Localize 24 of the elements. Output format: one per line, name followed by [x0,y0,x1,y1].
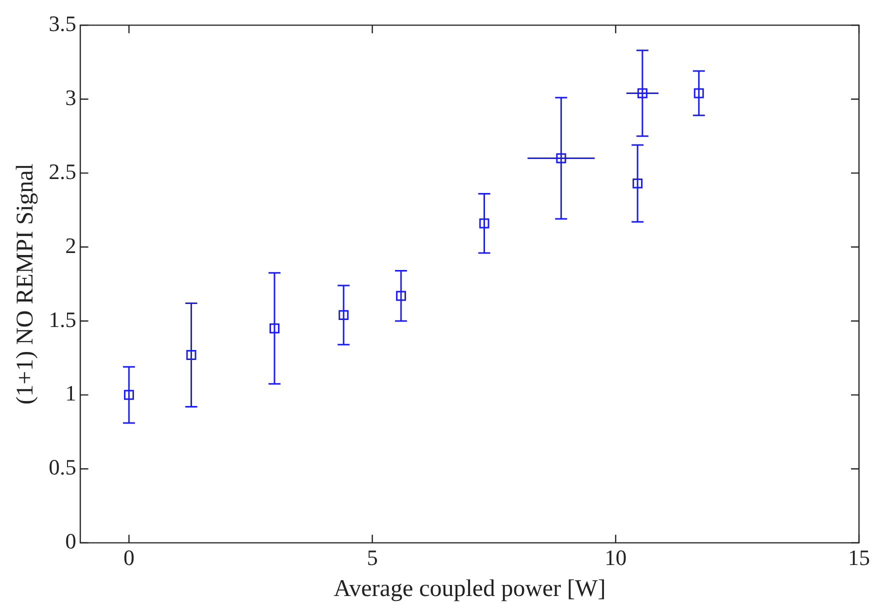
y-tick-label: 1.5 [48,306,76,332]
x-tick-label: 5 [366,544,378,570]
y-tick-label: 0.5 [48,454,76,480]
x-axis-title: Average coupled power [W] [334,576,606,602]
y-axis-title: (1+1) NO REMPI Signal [12,163,39,404]
x-tick-label: 15 [848,544,870,570]
y-tick-label: 0 [65,528,76,554]
y-tick-label: 3 [65,84,76,110]
y-tick-label: 3.5 [48,10,76,36]
x-tick-label: 10 [604,544,627,570]
point [186,350,196,360]
point [396,290,406,301]
point [637,88,648,98]
y-tick-label: 1 [65,380,76,406]
point [556,153,566,164]
point [124,390,134,400]
x-tick-label: 0 [123,544,134,570]
point [632,178,643,188]
y-tick-label: 2.5 [48,158,76,184]
point [479,218,490,228]
y-tick-label: 2 [65,232,76,258]
point [338,310,349,320]
point [694,88,704,98]
point [269,323,280,334]
